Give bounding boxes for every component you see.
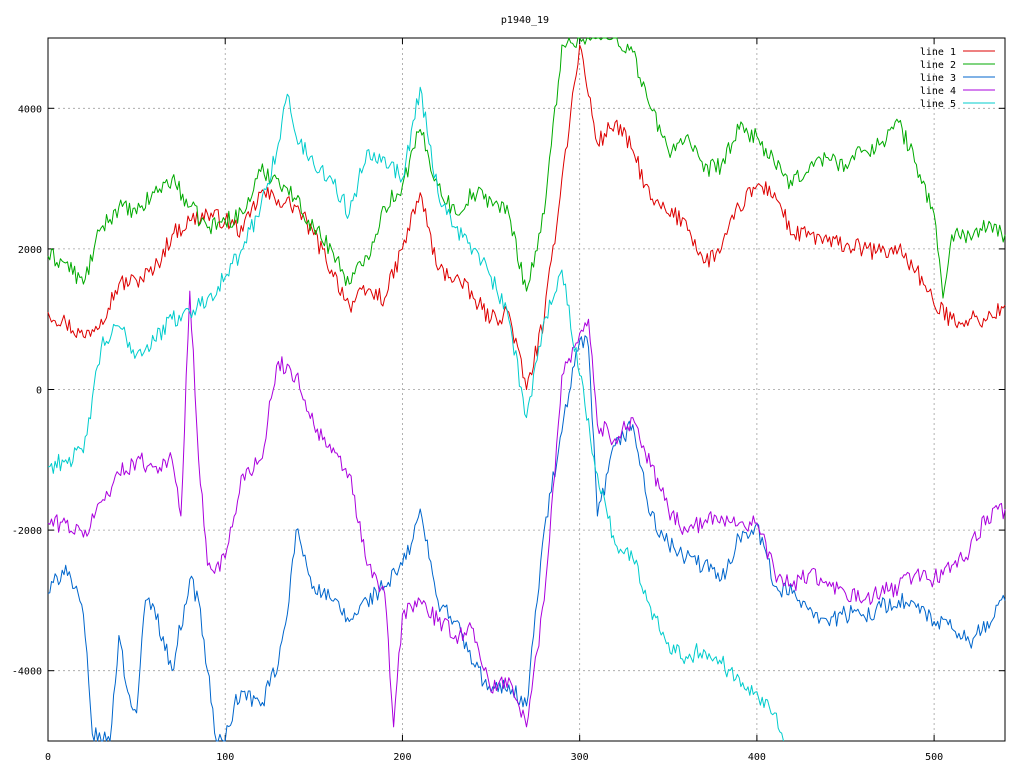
series-line-4 <box>47 290 1006 728</box>
x-tick-label: 400 <box>748 752 766 763</box>
x-tick-label: 300 <box>571 752 589 763</box>
legend: line 1 line 2 line 3 line 4 line 5 <box>920 47 995 110</box>
legend-label-3: line 3 <box>920 73 956 84</box>
series-line-3 <box>47 335 1006 742</box>
chart-title: p1940_19 <box>501 15 549 26</box>
y-tick-label: 4000 <box>18 104 42 115</box>
grid <box>48 38 1005 741</box>
legend-label-2: line 2 <box>920 60 956 71</box>
y-tick-label: -2000 <box>12 526 42 537</box>
series-lines <box>47 37 1006 742</box>
x-tick-label: 0 <box>45 752 51 763</box>
series-line-2 <box>47 37 1006 299</box>
legend-label-1: line 1 <box>920 47 956 58</box>
y-tick-label: 2000 <box>18 245 42 256</box>
legend-label-4: line 4 <box>920 86 956 97</box>
x-axis-ticks: 0 100 200 300 400 500 <box>45 38 943 763</box>
x-tick-label: 100 <box>216 752 234 763</box>
series-line-5 <box>47 86 784 742</box>
y-axis-ticks: -4000 -2000 0 2000 4000 <box>12 104 1005 678</box>
y-tick-label: -4000 <box>12 667 42 678</box>
series-line-1 <box>47 44 1006 390</box>
y-tick-label: 0 <box>36 386 42 397</box>
x-tick-label: 200 <box>393 752 411 763</box>
x-tick-label: 500 <box>925 752 943 763</box>
legend-label-5: line 5 <box>920 99 956 110</box>
